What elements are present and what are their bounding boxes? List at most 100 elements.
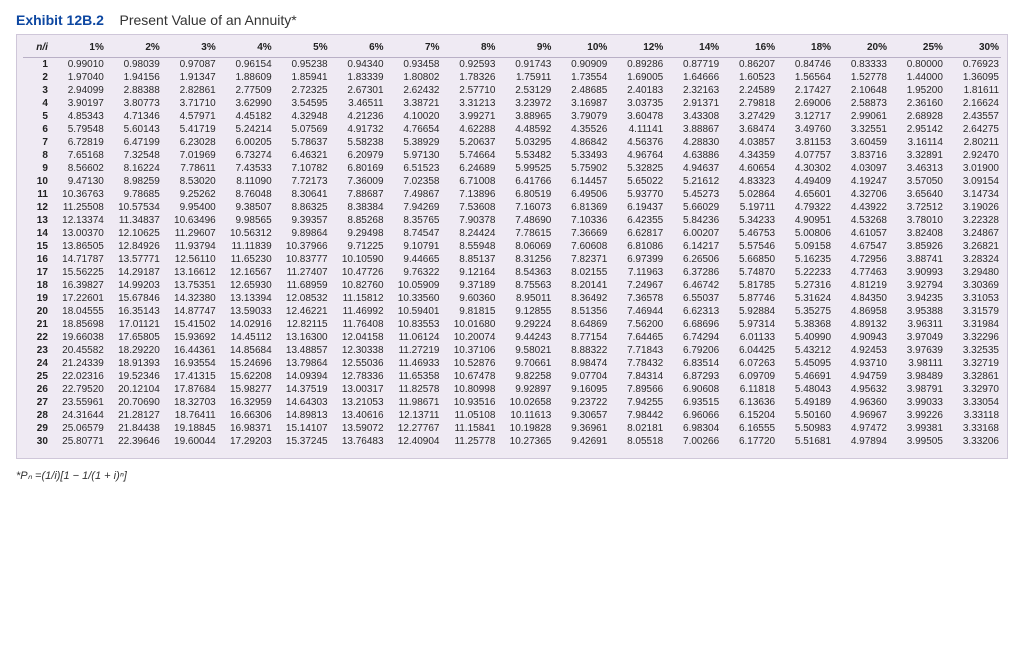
table-row: 43.901973.807733.717103.629903.545953.46… xyxy=(23,97,1001,110)
table-cell: 6.09709 xyxy=(721,370,777,383)
table-cell: 9.47130 xyxy=(50,175,106,188)
table-cell: 11.25778 xyxy=(441,435,497,448)
table-cell: 8.38384 xyxy=(330,201,386,214)
table-cell: 14.29187 xyxy=(106,266,162,279)
col-header: 20% xyxy=(833,41,889,58)
table-row: 2522.0231619.5234617.4131515.6220814.093… xyxy=(23,370,1001,383)
row-header: 24 xyxy=(23,357,50,370)
table-cell: 9.42691 xyxy=(553,435,609,448)
table-cell: 5.00806 xyxy=(777,227,833,240)
table-cell: 1.69005 xyxy=(609,71,665,84)
table-cell: 4.96764 xyxy=(609,149,665,162)
table-cell: 6.16555 xyxy=(721,422,777,435)
table-cell: 4.71346 xyxy=(106,110,162,123)
table-cell: 3.97639 xyxy=(889,344,945,357)
table-cell: 22.39646 xyxy=(106,435,162,448)
table-cell: 6.62817 xyxy=(609,227,665,240)
table-cell: 7.78611 xyxy=(162,162,218,175)
table-cell: 7.11963 xyxy=(609,266,665,279)
table-cell: 6.97399 xyxy=(609,253,665,266)
table-cell: 3.72512 xyxy=(889,201,945,214)
table-cell: 9.44665 xyxy=(386,253,442,266)
table-cell: 9.12855 xyxy=(497,305,553,318)
table-row: 1917.2260115.6784614.3238013.1339412.085… xyxy=(23,292,1001,305)
table-cell: 4.03097 xyxy=(833,162,889,175)
table-cell: 3.92794 xyxy=(889,279,945,292)
table-cell: 18.91393 xyxy=(106,357,162,370)
table-cell: 6.90608 xyxy=(665,383,721,396)
table-cell: 8.35765 xyxy=(386,214,442,227)
table-cell: 3.80773 xyxy=(106,97,162,110)
table-cell: 5.50160 xyxy=(777,409,833,422)
table-row: 1816.3982714.9920313.7535112.6593011.689… xyxy=(23,279,1001,292)
table-cell: 4.19247 xyxy=(833,175,889,188)
table-cell: 10.05909 xyxy=(386,279,442,292)
table-cell: 2.69006 xyxy=(777,97,833,110)
table-cell: 13.57771 xyxy=(106,253,162,266)
table-cell: 5.24214 xyxy=(218,123,274,136)
table-cell: 0.92593 xyxy=(441,58,497,72)
table-cell: 7.10782 xyxy=(274,162,330,175)
table-cell: 7.01969 xyxy=(162,149,218,162)
table-cell: 3.60478 xyxy=(609,110,665,123)
table-cell: 15.41502 xyxy=(162,318,218,331)
table-cell: 11.29607 xyxy=(162,227,218,240)
table-cell: 12.82115 xyxy=(274,318,330,331)
table-cell: 4.91732 xyxy=(330,123,386,136)
table-cell: 9.37189 xyxy=(441,279,497,292)
table-cell: 8.05518 xyxy=(609,435,665,448)
table-cell: 4.89132 xyxy=(833,318,889,331)
table-cell: 4.48592 xyxy=(497,123,553,136)
table-cell: 0.95238 xyxy=(274,58,330,72)
table-cell: 16.44361 xyxy=(162,344,218,357)
table-cell: 7.36009 xyxy=(330,175,386,188)
table-cell: 5.60143 xyxy=(106,123,162,136)
table-cell: 21.28127 xyxy=(106,409,162,422)
table-cell: 12.65930 xyxy=(218,279,274,292)
table-cell: 6.14217 xyxy=(665,240,721,253)
col-header: 1% xyxy=(50,41,106,58)
table-cell: 6.55037 xyxy=(665,292,721,305)
table-cell: 7.90378 xyxy=(441,214,497,227)
table-cell: 21.84438 xyxy=(106,422,162,435)
table-row: 109.471308.982598.530208.110907.721737.3… xyxy=(23,175,1001,188)
table-cell: 6.04425 xyxy=(721,344,777,357)
table-cell: 8.36492 xyxy=(553,292,609,305)
table-cell: 6.72819 xyxy=(50,136,106,149)
table-cell: 4.92453 xyxy=(833,344,889,357)
table-cell: 5.57546 xyxy=(721,240,777,253)
table-cell: 7.94255 xyxy=(609,396,665,409)
table-cell: 13.16300 xyxy=(274,331,330,344)
table-cell: 0.93458 xyxy=(386,58,442,72)
table-cell: 7.00266 xyxy=(665,435,721,448)
table-cell: 3.31984 xyxy=(945,318,1001,331)
table-cell: 6.37286 xyxy=(665,266,721,279)
table-cell: 10.59401 xyxy=(386,305,442,318)
table-cell: 11.11839 xyxy=(218,240,274,253)
table-cell: 4.90951 xyxy=(777,214,833,227)
table-cell: 7.32548 xyxy=(106,149,162,162)
table-cell: 4.81219 xyxy=(833,279,889,292)
row-header: 2 xyxy=(23,71,50,84)
table-cell: 5.02864 xyxy=(721,188,777,201)
table-cell: 9.89864 xyxy=(274,227,330,240)
table-cell: 2.36160 xyxy=(889,97,945,110)
table-cell: 1.75911 xyxy=(497,71,553,84)
table-cell: 6.83514 xyxy=(665,357,721,370)
table-cell: 3.27429 xyxy=(721,110,777,123)
table-cell: 8.51356 xyxy=(553,305,609,318)
table-cell: 6.15204 xyxy=(721,409,777,422)
table-cell: 1.95200 xyxy=(889,84,945,97)
table-cell: 11.98671 xyxy=(386,396,442,409)
table-cell: 6.51523 xyxy=(386,162,442,175)
table-cell: 9.29224 xyxy=(497,318,553,331)
row-header: 22 xyxy=(23,331,50,344)
table-cell: 4.77463 xyxy=(833,266,889,279)
table-cell: 8.86325 xyxy=(274,201,330,214)
table-cell: 14.71787 xyxy=(50,253,106,266)
col-header: 7% xyxy=(386,41,442,58)
table-cell: 4.32706 xyxy=(833,188,889,201)
table-cell: 1.44000 xyxy=(889,71,945,84)
col-header: 6% xyxy=(330,41,386,58)
table-row: 2925.0657921.8443819.1884516.9837115.141… xyxy=(23,422,1001,435)
